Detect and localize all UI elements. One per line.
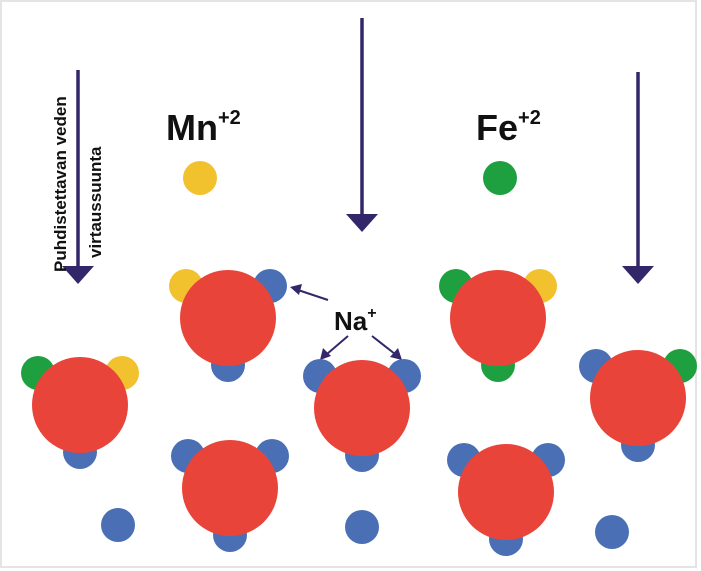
- resin-bead: [180, 270, 276, 366]
- diagram: Puhdistettavan veden virtaussuunta Mn+2 …: [0, 0, 701, 571]
- resin-bead: [450, 270, 546, 366]
- ion-charge: +2: [518, 107, 541, 129]
- frame: [1, 1, 696, 567]
- resin-bead: [32, 357, 128, 453]
- resin-bead: [458, 444, 554, 540]
- ion-charge: +2: [218, 107, 241, 129]
- fe-ion: [483, 161, 517, 195]
- free-sodium: [595, 515, 629, 549]
- flow-label: Puhdistettavan veden: [51, 96, 70, 272]
- resin-bead: [314, 360, 410, 456]
- mn-ion: [183, 161, 217, 195]
- ion-symbol: Mn: [166, 107, 218, 148]
- ion-symbol: Fe: [476, 107, 518, 148]
- flow-label: virtaussuunta: [86, 146, 105, 258]
- resin-bead: [182, 440, 278, 536]
- free-sodium: [345, 510, 379, 544]
- ion-symbol: Na: [334, 306, 368, 336]
- free-sodium: [101, 508, 135, 542]
- ion-charge: +: [367, 305, 376, 322]
- resin-bead: [590, 350, 686, 446]
